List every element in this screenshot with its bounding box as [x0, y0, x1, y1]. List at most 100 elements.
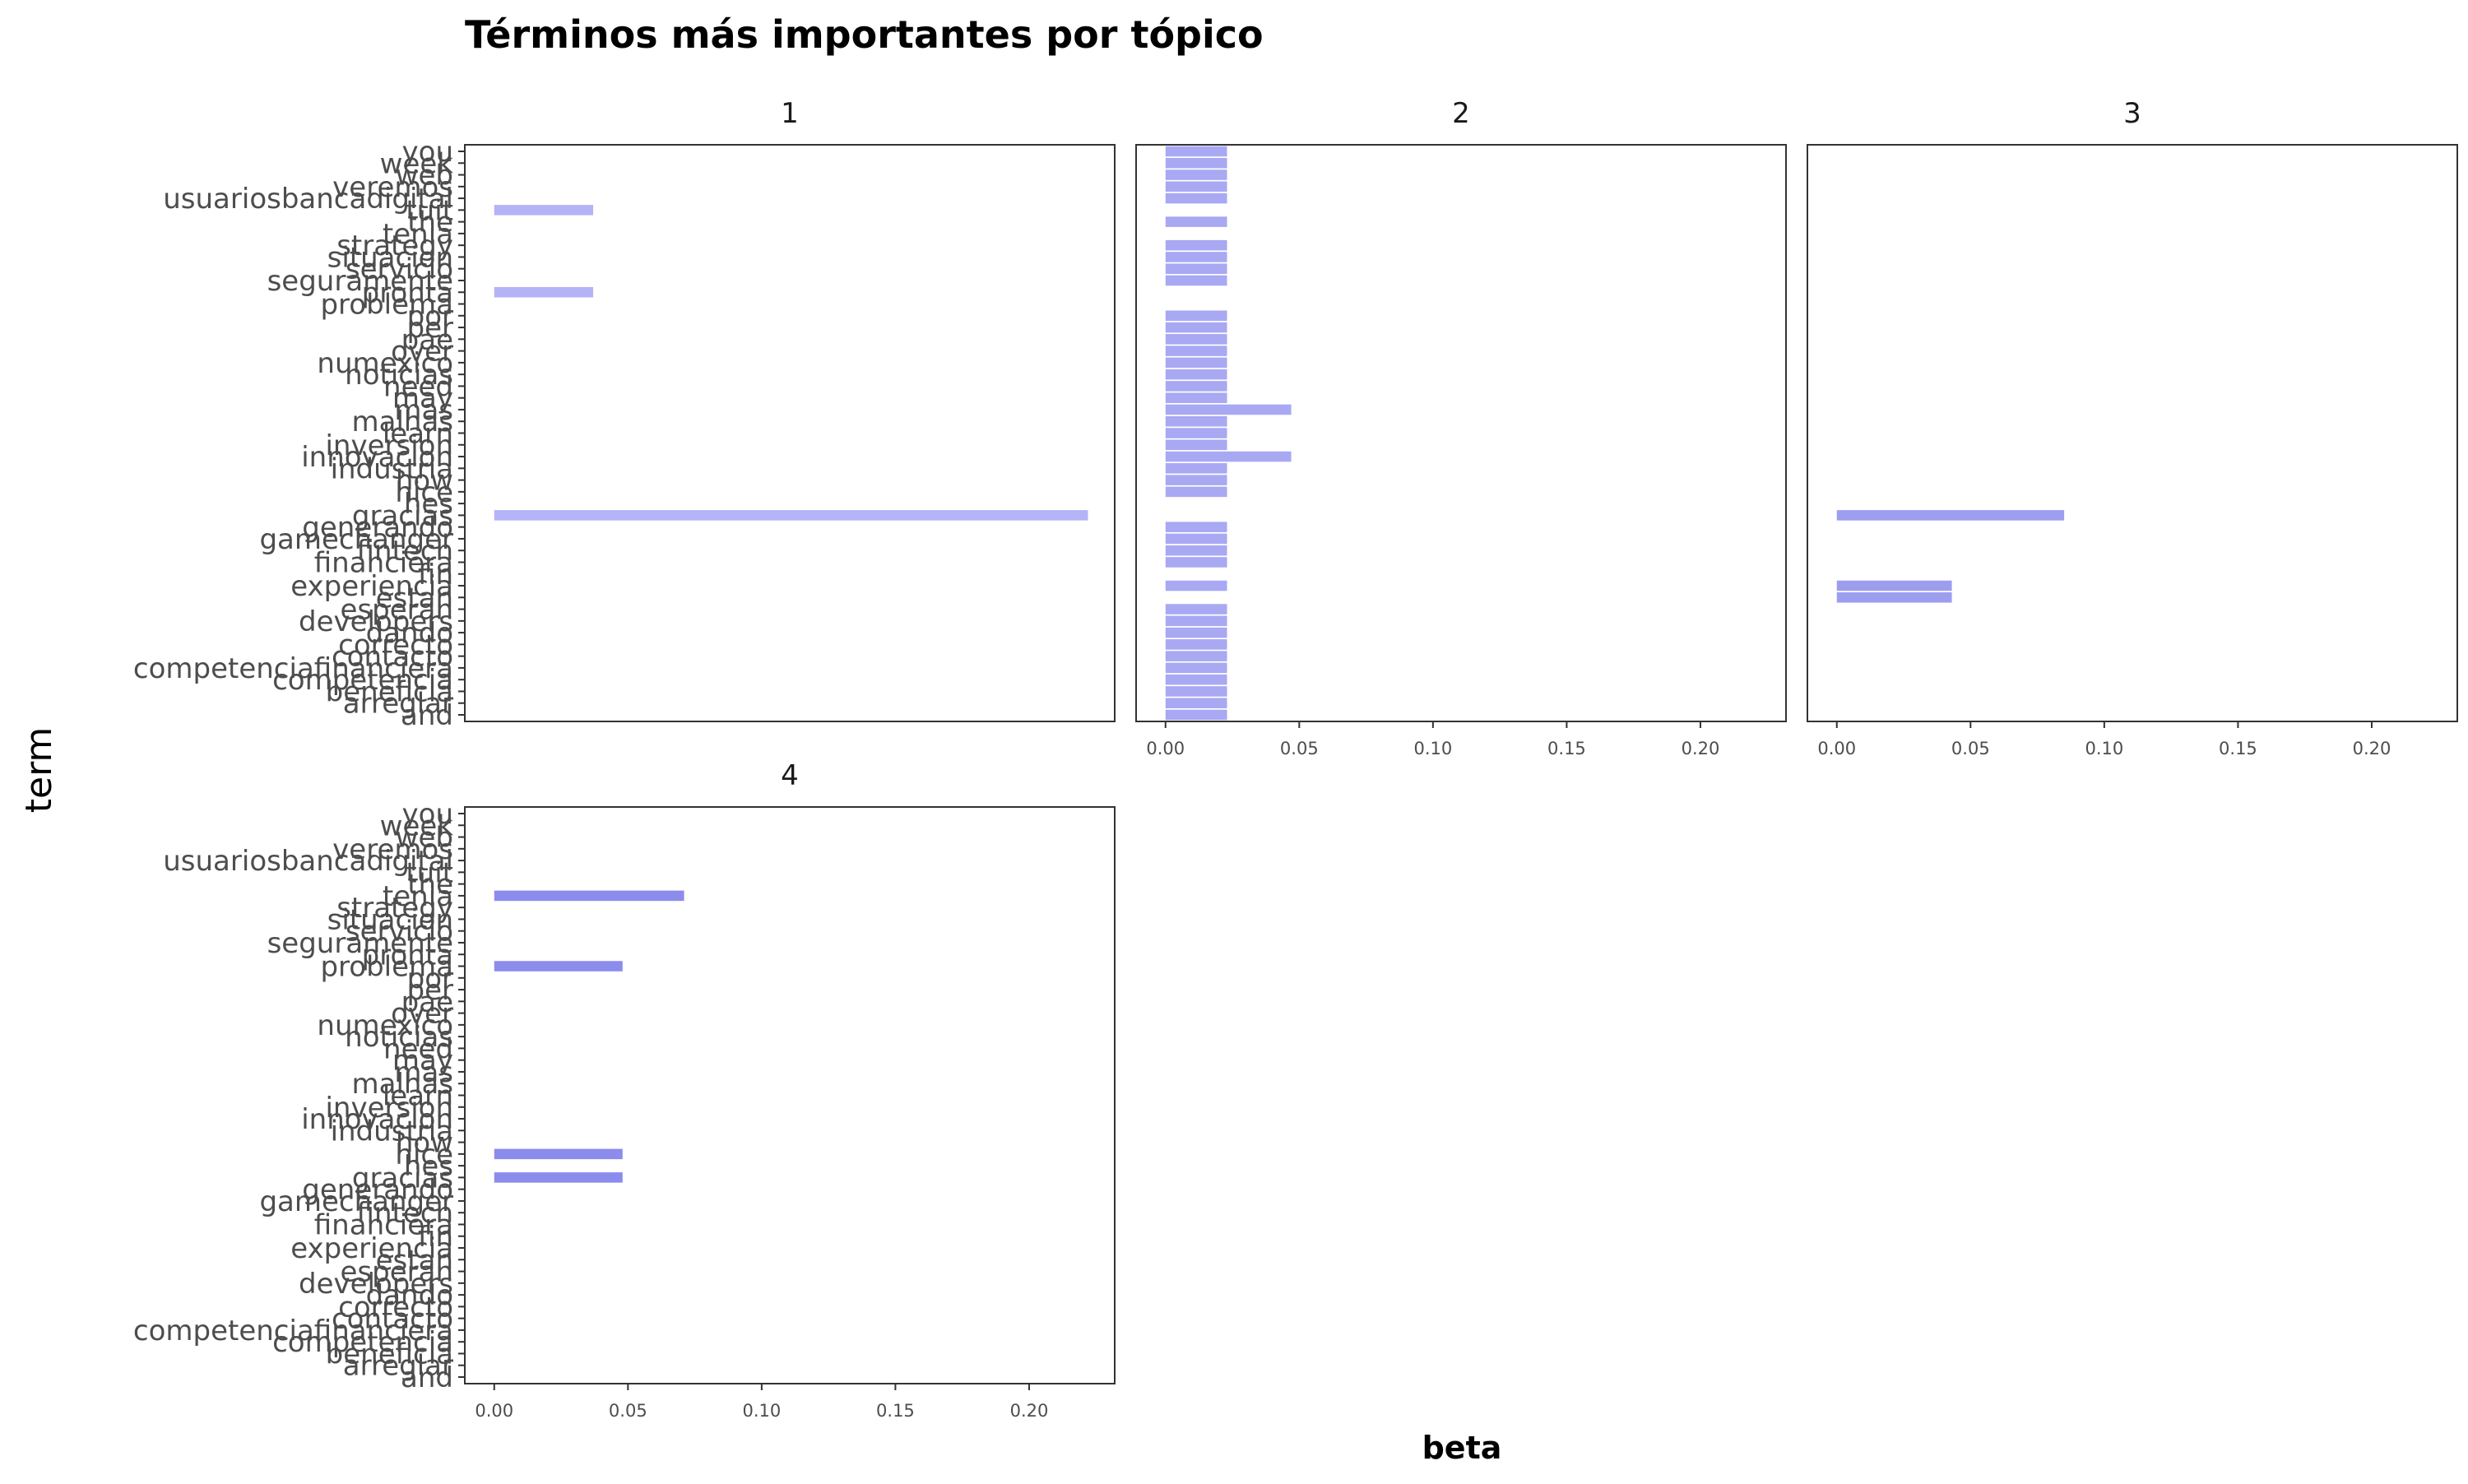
y-tick-label: per	[407, 974, 454, 1007]
y-tick-label: situacion	[327, 903, 453, 936]
y-tick-label: dando	[366, 1279, 453, 1312]
y-tick-label: arreglar	[343, 688, 453, 721]
bar-strategy	[1165, 239, 1227, 251]
bar-may	[1165, 392, 1227, 403]
y-tick-label: competencia	[272, 664, 453, 697]
bar-inversion	[1165, 439, 1227, 451]
bar-industria	[1165, 463, 1227, 474]
y-tick-label: fin	[418, 1221, 453, 1254]
bar-how	[1165, 475, 1227, 485]
y-tick-label: seguramente	[267, 927, 453, 960]
x-tick-label: 0.00	[475, 1401, 513, 1421]
y-tick-label: hice	[395, 476, 453, 509]
y-tick-label: esperan	[341, 1256, 454, 1289]
y-tick-label: innovacion	[301, 441, 453, 474]
y-tick-label: mas	[394, 1056, 453, 1089]
bar-por	[1165, 310, 1227, 322]
y-tick-label: per	[407, 312, 454, 345]
y-tick-label: situacion	[327, 241, 453, 274]
bar-numexico	[1165, 357, 1227, 369]
bar-competencia	[1165, 674, 1227, 685]
y-tick-label: industria	[331, 452, 453, 485]
bar-pronta	[494, 286, 594, 298]
y-tick-label: how	[396, 465, 453, 498]
y-tick-label: servicio	[346, 253, 453, 286]
y-tick-label: generando	[302, 1174, 453, 1207]
facet-strip-label: 4	[781, 759, 799, 792]
y-tick-label: may	[392, 383, 453, 415]
bar-contacto	[1165, 651, 1227, 661]
y-tick-label: fintech	[357, 535, 453, 568]
x-tick-label: 0.05	[1951, 739, 1990, 758]
bar-tenia	[494, 890, 684, 902]
y-tick-label: esperan	[341, 594, 454, 627]
bar-generando	[1165, 522, 1227, 532]
bar-beneficia	[1165, 686, 1227, 697]
y-tick-label: pronta	[362, 276, 453, 309]
y-tick-label: seguramente	[267, 265, 453, 298]
x-tick-label: 0.15	[1547, 739, 1586, 758]
bar-you	[1165, 146, 1227, 157]
y-tick-label: generando	[302, 512, 453, 545]
bar-correcto	[1165, 639, 1227, 650]
y-tick-label: hes	[404, 1150, 453, 1183]
x-tick-label: 0.10	[1413, 739, 1452, 758]
y-tick-label: inversion	[325, 429, 453, 462]
bar-web	[1165, 169, 1227, 180]
bar-problema	[494, 961, 623, 972]
y-tick-label: and	[401, 1361, 453, 1394]
chart-title: Términos más importantes por tópico	[465, 12, 1264, 57]
bar-estan	[1836, 592, 1952, 603]
y-tick-label: and	[401, 699, 453, 732]
y-tick-label: need	[383, 370, 453, 403]
y-tick-label: problema	[320, 289, 453, 322]
y-axis-title: term	[18, 727, 60, 814]
bar-need	[1165, 381, 1227, 392]
y-tick-label: veremos	[332, 833, 453, 866]
y-tick-label: experiencia	[290, 1232, 453, 1265]
y-tick-label: noticias	[345, 1021, 453, 1054]
y-tick-label: developers	[299, 1268, 453, 1301]
bar-arreglar	[1165, 698, 1227, 709]
x-tick-label: 0.20	[1682, 739, 1720, 758]
y-tick-label: financiera	[314, 546, 453, 579]
facet-strip-label: 1	[781, 97, 799, 130]
y-tick-label: fin	[418, 559, 453, 591]
y-tick-label: the	[407, 869, 453, 902]
y-tick-label: web	[396, 160, 453, 192]
bar-and	[1165, 709, 1227, 721]
y-tick-label: dando	[366, 617, 453, 650]
y-tick-label: gamechanger	[259, 1185, 453, 1218]
x-tick-label: 0.10	[2085, 739, 2123, 758]
panel-border	[1807, 144, 2458, 722]
bar-usuariosbancadigital	[1165, 192, 1227, 204]
y-tick-label: tenia	[383, 880, 453, 913]
y-tick-label: inversion	[325, 1092, 453, 1125]
y-tick-label: tuit	[406, 194, 453, 227]
x-tick-label: 0.15	[2219, 739, 2257, 758]
bar-situacion	[1165, 252, 1227, 262]
y-tick-label: strategy	[336, 230, 453, 262]
bar-servicio	[1165, 263, 1227, 274]
bar-the	[1165, 216, 1227, 227]
y-tick-label: estan	[376, 1244, 453, 1277]
y-tick-label: tenia	[383, 218, 453, 251]
y-tick-label: web	[396, 822, 453, 855]
bar-tuit	[494, 205, 594, 216]
x-axis-title: beta	[1422, 1430, 1502, 1466]
y-tick-label: numexico	[317, 1009, 453, 1042]
bar-esperan	[1165, 604, 1227, 614]
y-tick-label: beneficia	[326, 675, 453, 708]
bar-gracias	[494, 1172, 623, 1183]
y-tick-label: you	[402, 798, 453, 831]
y-tick-label: you	[402, 136, 453, 169]
y-tick-label: gracias	[352, 499, 453, 532]
y-tick-label: beneficia	[326, 1338, 453, 1370]
y-tick-label: noticias	[345, 359, 453, 392]
y-tick-label: hes	[404, 488, 453, 521]
bar-experiencia	[1836, 580, 1952, 591]
bar-fintech	[1165, 545, 1227, 556]
x-tick-label: 0.00	[1146, 739, 1185, 758]
y-tick-label: problema	[320, 951, 453, 984]
